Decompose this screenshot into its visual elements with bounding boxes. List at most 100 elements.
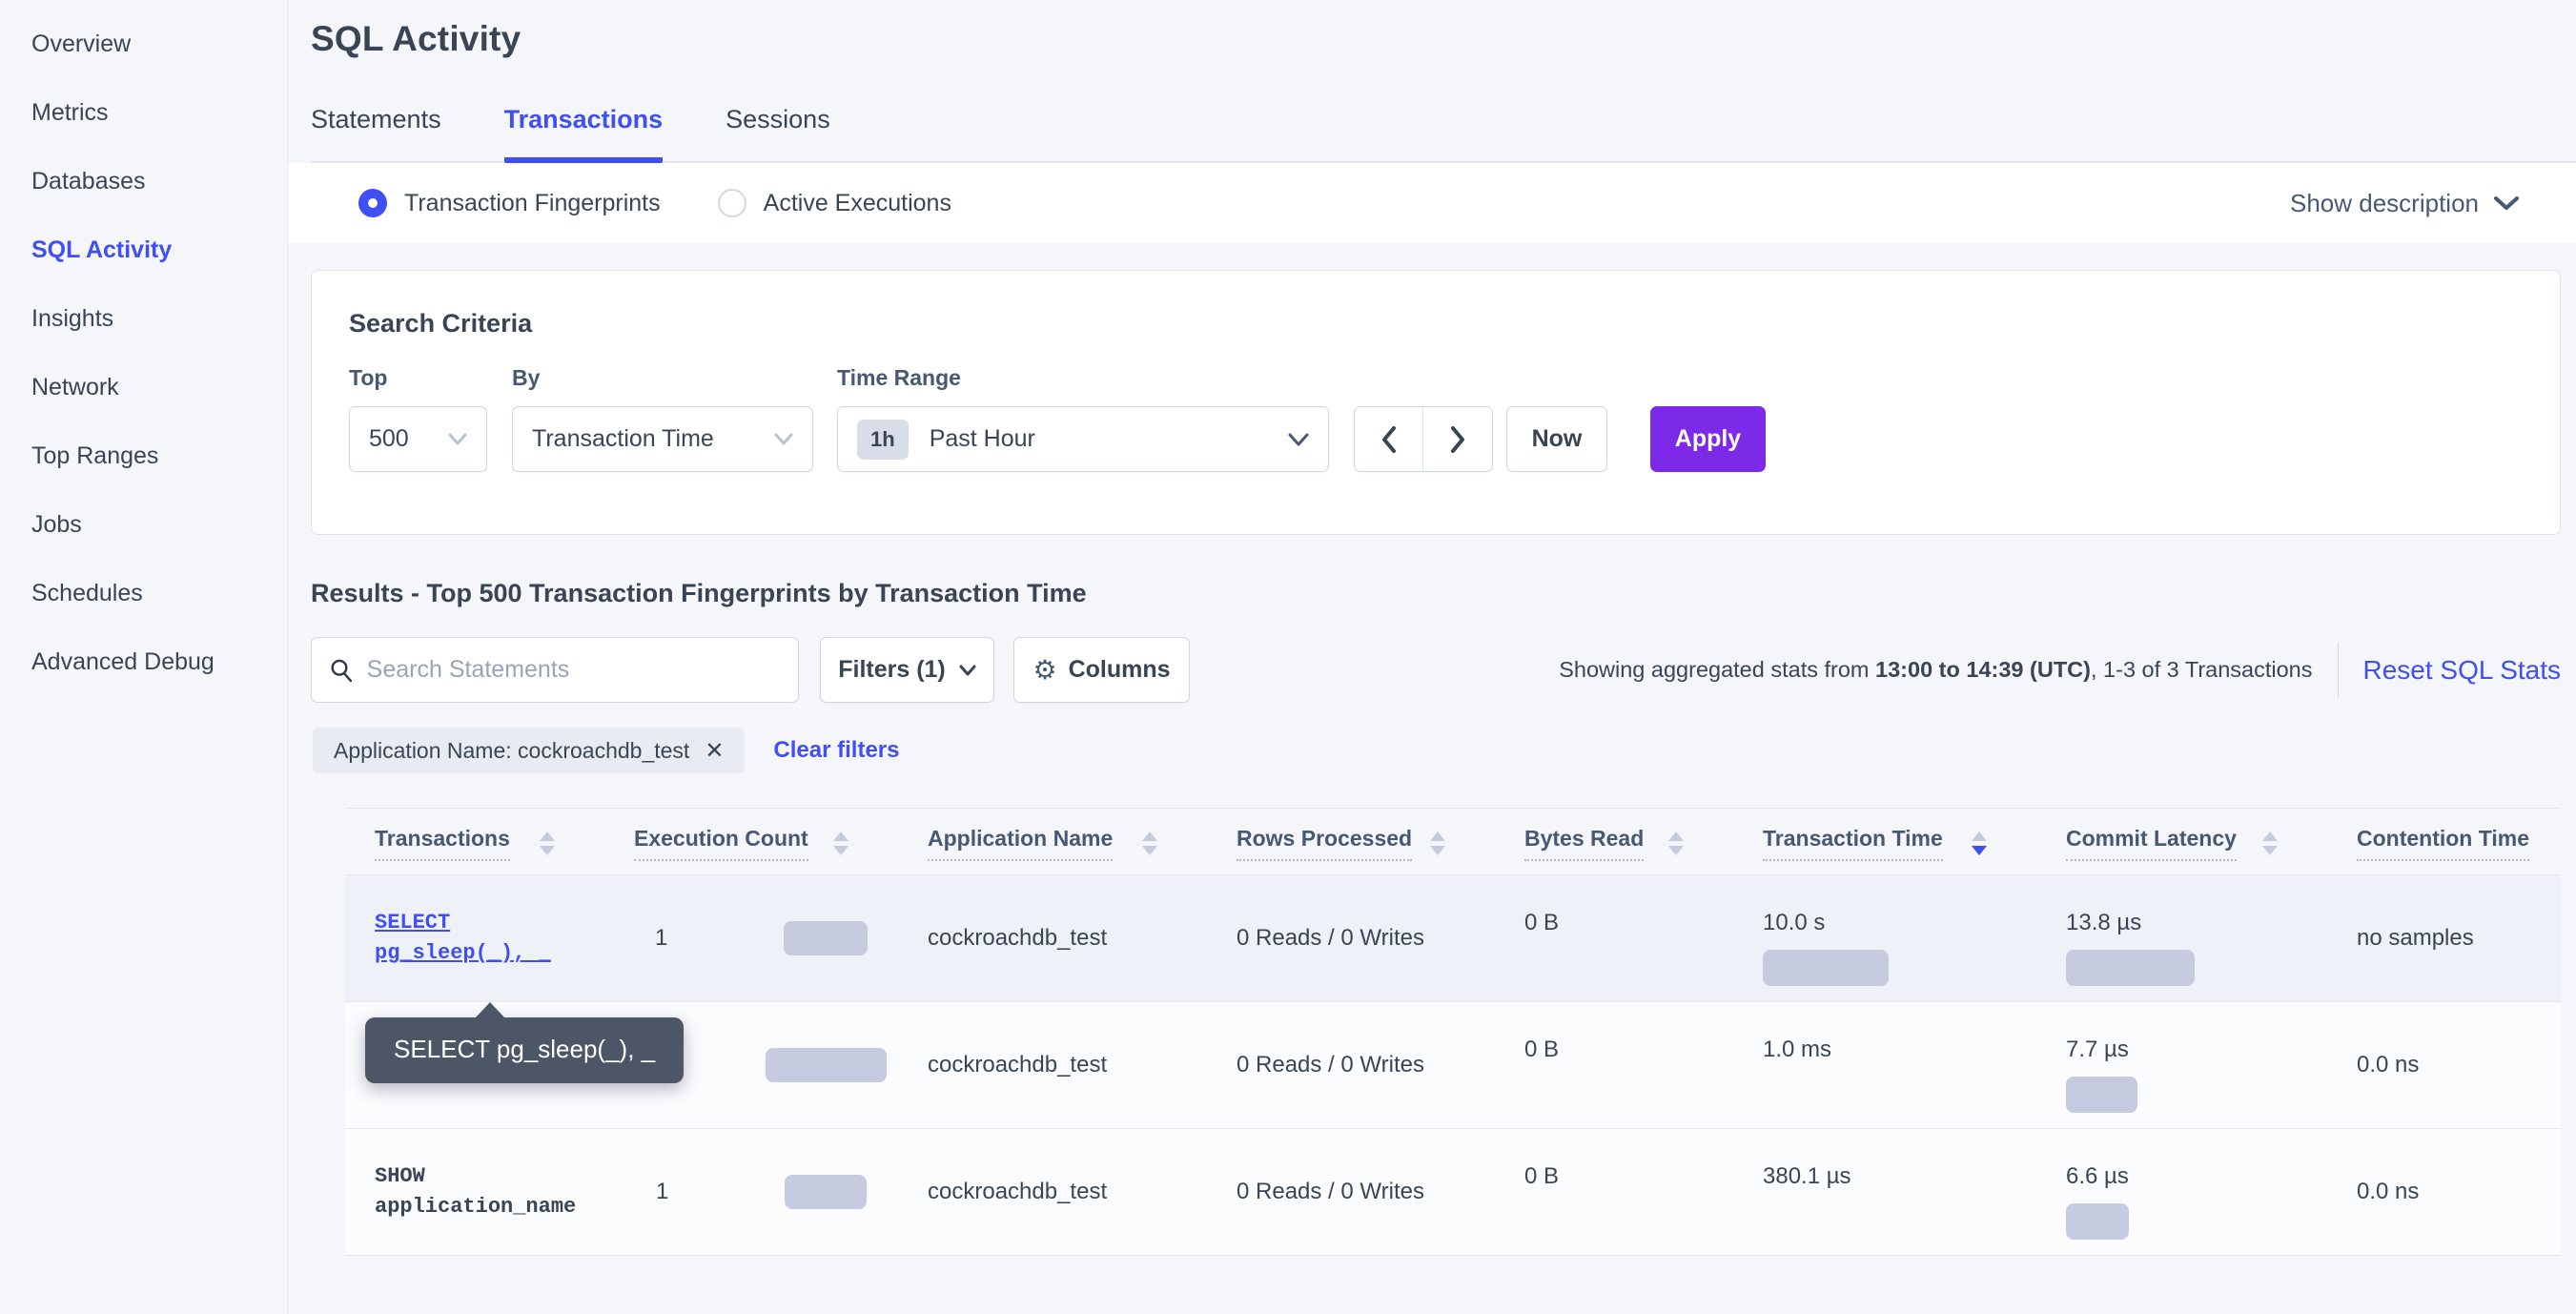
- chevron-down-icon: [1288, 433, 1309, 445]
- aggregated-stats-text: Showing aggregated stats from 13:00 to 1…: [1559, 657, 2313, 682]
- apply-button[interactable]: Apply: [1650, 406, 1766, 472]
- cell-transaction-time: 380.1 µs: [1733, 1129, 2036, 1255]
- cell-transaction: SHOW application_name: [345, 1129, 604, 1255]
- chevron-right-icon: [1451, 425, 1464, 453]
- cell-commit-latency: 6.6 µs: [2036, 1129, 2327, 1255]
- sidebar-item-label: Metrics: [31, 98, 109, 126]
- column-header-label[interactable]: Rows Processed: [1237, 826, 1413, 861]
- column-header-label[interactable]: Commit Latency: [2066, 826, 2237, 861]
- sidebar-item-label: Databases: [31, 167, 146, 195]
- previous-time-window-button[interactable]: [1355, 407, 1423, 471]
- sidebar-item-label: Network: [31, 373, 119, 400]
- cell-application-name: cockroachdb_test: [928, 1052, 1108, 1078]
- cell-bytes-read: 0 B: [1524, 1037, 1560, 1062]
- table-header-row: Transactions Execution Count Application…: [345, 808, 2561, 875]
- sidebar-item-label: SQL Activity: [31, 236, 173, 263]
- column-header-label[interactable]: Contention Time: [2357, 826, 2530, 861]
- search-statements-input[interactable]: [366, 656, 781, 684]
- tab-transactions[interactable]: Transactions: [503, 105, 664, 163]
- sidebar: Overview Metrics Databases SQL Activity …: [0, 0, 288, 1314]
- sort-icon[interactable]: [2262, 832, 2278, 855]
- column-header-label[interactable]: Bytes Read: [1524, 826, 1645, 861]
- sort-icon[interactable]: [540, 832, 555, 855]
- search-criteria-panel: Search Criteria Top 500 By Transaction T…: [311, 270, 2561, 535]
- sort-icon[interactable]: [1142, 832, 1157, 855]
- sidebar-item-metrics[interactable]: Metrics: [0, 78, 287, 147]
- sort-icon[interactable]: [833, 832, 848, 855]
- sql-tooltip-text: SELECT pg_sleep(_), _: [394, 1035, 656, 1063]
- sidebar-item-label: Advanced Debug: [31, 647, 215, 675]
- column-header-label[interactable]: Transactions: [375, 826, 510, 861]
- transaction-fingerprint-link[interactable]: SHOW application_name: [375, 1164, 577, 1219]
- aggregated-stats-area: Showing aggregated stats from 13:00 to 1…: [1559, 642, 2562, 698]
- cell-application-name: cockroachdb_test: [928, 925, 1108, 951]
- by-select[interactable]: Transaction Time: [512, 406, 813, 472]
- transaction-time-value: 10.0 s: [1763, 910, 1826, 935]
- tab-bar: Statements Transactions Sessions: [311, 105, 2576, 163]
- next-time-window-button[interactable]: [1423, 407, 1492, 471]
- active-filters-row: Application Name: cockroachdb_test ✕ Cle…: [313, 728, 2576, 773]
- sidebar-item-insights[interactable]: Insights: [0, 284, 287, 353]
- sidebar-item-overview[interactable]: Overview: [0, 10, 287, 78]
- radio-icon: [717, 189, 746, 217]
- transaction-fingerprint-link[interactable]: SELECT pg_sleep(_), _: [375, 911, 551, 965]
- sidebar-item-sql-activity[interactable]: SQL Activity: [0, 216, 287, 284]
- cell-execution-count: 3: [604, 1002, 898, 1128]
- top-label: Top: [349, 365, 388, 390]
- cell-commit-latency: 7.7 µs: [2036, 1002, 2327, 1128]
- sidebar-item-databases[interactable]: Databases: [0, 147, 287, 216]
- clear-filters-link[interactable]: Clear filters: [773, 737, 900, 763]
- sidebar-item-network[interactable]: Network: [0, 353, 287, 421]
- top-select-value: 500: [369, 425, 409, 452]
- radio-label: Transaction Fingerprints: [404, 189, 661, 216]
- cell-rows-processed: 0 Reads / 0 Writes: [1237, 1179, 1424, 1204]
- divider: [2337, 642, 2339, 698]
- sidebar-item-jobs[interactable]: Jobs: [0, 490, 287, 559]
- time-range-select[interactable]: 1h Past Hour: [837, 406, 1329, 472]
- commit-latency-bar: [2066, 1077, 2137, 1113]
- cell-rows-processed: 0 Reads / 0 Writes: [1237, 1052, 1424, 1078]
- remove-filter-icon[interactable]: ✕: [705, 737, 725, 764]
- chevron-down-icon: [448, 433, 467, 445]
- cell-execution-count: 1: [604, 875, 898, 1001]
- filter-chip-label: Application Name: cockroachdb_test: [334, 737, 690, 763]
- columns-button[interactable]: ⚙ Columns: [1013, 637, 1190, 703]
- column-header-transaction-time: Transaction Time: [1733, 809, 2036, 874]
- sidebar-item-label: Insights: [31, 304, 114, 332]
- filter-chip-application-name[interactable]: Application Name: cockroachdb_test ✕: [313, 728, 746, 773]
- column-header-label[interactable]: Transaction Time: [1763, 826, 1943, 861]
- commit-latency-bar: [2066, 1203, 2129, 1240]
- transaction-time-value: 1.0 ms: [1763, 1037, 1832, 1062]
- column-header-transactions: Transactions: [345, 809, 604, 874]
- column-header-label[interactable]: Execution Count: [634, 826, 808, 861]
- search-icon: [331, 659, 353, 682]
- tab-sessions[interactable]: Sessions: [726, 105, 830, 133]
- main-content: SQL Activity Statements Transactions Ses…: [288, 0, 2576, 1314]
- sort-icon[interactable]: [1430, 832, 1445, 855]
- show-description-label: Show description: [2290, 188, 2479, 217]
- reset-sql-stats-link[interactable]: Reset SQL Stats: [2362, 654, 2562, 685]
- tab-statements[interactable]: Statements: [311, 105, 441, 133]
- table-row: SELECT pg_sleep(_), _ 1 cockroachdb_test…: [345, 875, 2561, 1002]
- column-header-label[interactable]: Application Name: [928, 826, 1114, 861]
- view-toggle-band: Transaction Fingerprints Active Executio…: [288, 163, 2576, 243]
- now-button[interactable]: Now: [1506, 406, 1607, 472]
- cell-bytes-read: 0 B: [1524, 1163, 1560, 1189]
- commit-latency-bar: [2066, 950, 2195, 986]
- cell-bytes-read: 0 B: [1524, 910, 1560, 935]
- results-heading: Results - Top 500 Transaction Fingerprin…: [311, 579, 1087, 607]
- radio-active-executions[interactable]: Active Executions: [717, 189, 951, 217]
- sort-icon[interactable]: [1668, 832, 1684, 855]
- radio-transaction-fingerprints[interactable]: Transaction Fingerprints: [358, 189, 661, 217]
- cell-contention-time: 0.0 ns: [2357, 1179, 2420, 1204]
- gear-icon: ⚙: [1032, 654, 1057, 685]
- filters-button[interactable]: Filters (1): [820, 637, 994, 703]
- top-select[interactable]: 500: [349, 406, 487, 472]
- sort-icon[interactable]: [1972, 832, 1987, 855]
- sidebar-item-schedules[interactable]: Schedules: [0, 559, 287, 627]
- columns-button-label: Columns: [1068, 656, 1171, 683]
- sidebar-item-advanced-debug[interactable]: Advanced Debug: [0, 627, 287, 696]
- show-description-toggle[interactable]: Show description: [2290, 189, 2519, 218]
- sidebar-item-label: Jobs: [31, 510, 82, 538]
- sidebar-item-top-ranges[interactable]: Top Ranges: [0, 421, 287, 490]
